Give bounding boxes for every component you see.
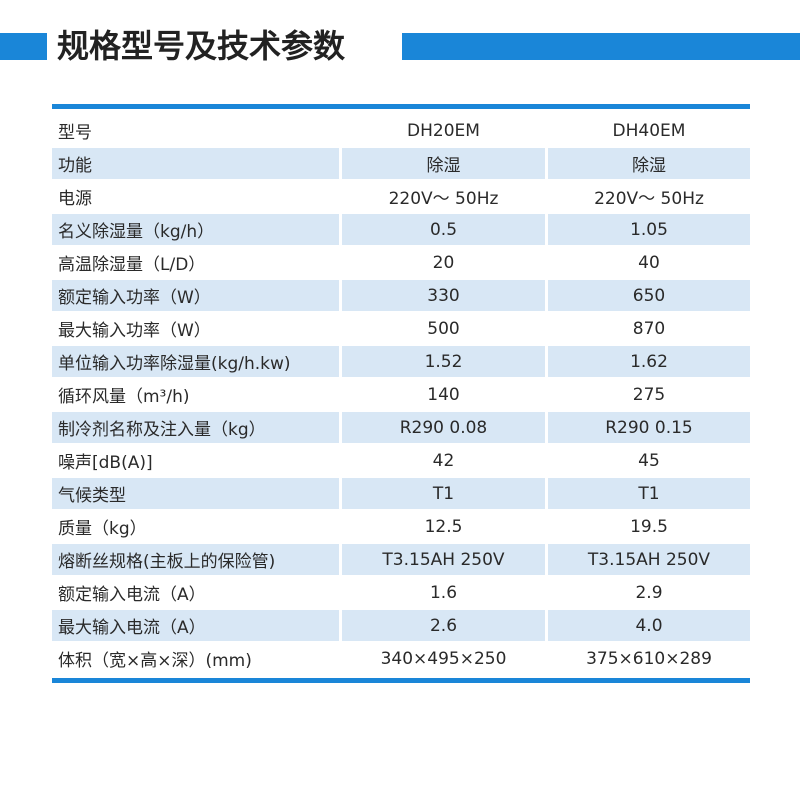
table-row: 最大输入电流（A） 2.6 4.0 [52,610,750,643]
row-value-model-1: 0.5 [342,214,545,245]
table-row: 质量（kg） 12.5 19.5 [52,511,750,544]
row-label: 熔断丝规格(主板上的保险管) [52,544,339,575]
row-value-model-1: 1.52 [342,346,545,377]
row-value-model-1: 340×495×250 [380,648,507,669]
row-label: 最大输入功率（W） [58,321,211,341]
row-value-model-2: T1 [548,478,750,509]
row-value-model-1: 20 [432,252,455,273]
row-label: 额定输入功率（W） [52,280,339,311]
row-value-model-2: 19.5 [630,516,668,537]
row-value-model-2: 650 [548,280,750,311]
row-label: 噪声[dB(A)] [58,453,153,473]
table-row: 型号 DH20EM DH40EM [52,115,750,148]
row-label: 功能 [52,148,339,179]
row-label: 循环风量（m³/h) [58,387,190,407]
row-label: 高温除湿量（L/D） [58,255,206,275]
table-row: 体积（宽×高×深）(mm) 340×495×250 375×610×289 [52,643,750,676]
row-label: 型号 [58,123,92,143]
table-row: 额定输入电流（A） 1.6 2.9 [52,577,750,610]
header-accent-bar-left [0,33,47,60]
row-value-model-1: 500 [427,318,460,339]
row-value-model-1: 1.6 [429,582,458,603]
row-value-model-2: T3.15AH 250V [548,544,750,575]
row-value-model-2: DH40EM [612,120,686,141]
row-value-model-2: 4.0 [548,610,750,641]
row-value-model-2: 40 [638,252,660,273]
table-row: 高温除湿量（L/D） 20 40 [52,247,750,280]
row-value-model-2: 220V～ 50Hz [594,189,704,209]
table-row: 气候类型 T1 T1 [52,478,750,511]
row-value-model-2: 1.05 [548,214,750,245]
table-row: 功能 除湿 除湿 [52,148,750,181]
row-value-model-1: 除湿 [342,148,545,179]
row-value-model-1: 330 [342,280,545,311]
table-row: 循环风量（m³/h) 140 275 [52,379,750,412]
table-row: 单位输入功率除湿量(kg/h.kw) 1.52 1.62 [52,346,750,379]
row-value-model-2: 870 [632,318,666,339]
row-value-model-2: 1.62 [548,346,750,377]
row-label: 名义除湿量（kg/h） [52,214,339,245]
page-title: 规格型号及技术参数 [57,27,346,65]
row-value-model-2: 2.9 [635,582,663,603]
row-value-model-2: 除湿 [548,148,750,179]
row-value-model-1: T3.15AH 250V [342,544,545,575]
row-label: 额定输入电流（A） [58,585,206,605]
table-row: 电源 220V～ 50Hz 220V～ 50Hz [52,181,750,214]
row-label: 气候类型 [52,478,339,509]
row-label: 体积（宽×高×深）(mm) [58,651,252,671]
row-value-model-1: 42 [432,450,455,471]
table-row: 噪声[dB(A)] 42 45 [52,445,750,478]
spec-table: 型号 DH20EM DH40EM 功能 除湿 除湿 电源 220V～ 50Hz 220V～ 50… [52,115,750,676]
row-value-model-1: T1 [342,478,545,509]
table-top-rule [52,104,750,109]
row-value-model-2: 375×610×289 [586,648,712,669]
row-value-model-2: R290 0.15 [548,412,750,443]
row-label: 电源 [58,189,92,209]
table-row: 熔断丝规格(主板上的保险管) T3.15AH 250V T3.15AH 250V [52,544,750,577]
row-label: 最大输入电流（A） [52,610,339,641]
row-value-model-1: 2.6 [342,610,545,641]
row-value-model-1: 220V～ 50Hz [388,189,499,209]
row-label: 制冷剂名称及注入量（kg） [52,412,339,443]
table-row: 名义除湿量（kg/h） 0.5 1.05 [52,214,750,247]
row-value-model-1: DH20EM [407,120,480,141]
table-row: 额定输入功率（W） 330 650 [52,280,750,313]
table-row: 制冷剂名称及注入量（kg） R290 0.08 R290 0.15 [52,412,750,445]
row-label: 质量（kg） [58,519,147,539]
table-bottom-rule [52,678,750,683]
header-accent-bar-right [402,33,800,60]
row-value-model-2: 45 [638,450,660,471]
row-label: 单位输入功率除湿量(kg/h.kw) [52,346,339,377]
row-value-model-1: 140 [427,384,460,405]
row-value-model-1: 12.5 [424,516,463,537]
row-value-model-2: 275 [632,384,666,405]
row-value-model-1: R290 0.08 [342,412,545,443]
table-row: 最大输入功率（W） 500 870 [52,313,750,346]
